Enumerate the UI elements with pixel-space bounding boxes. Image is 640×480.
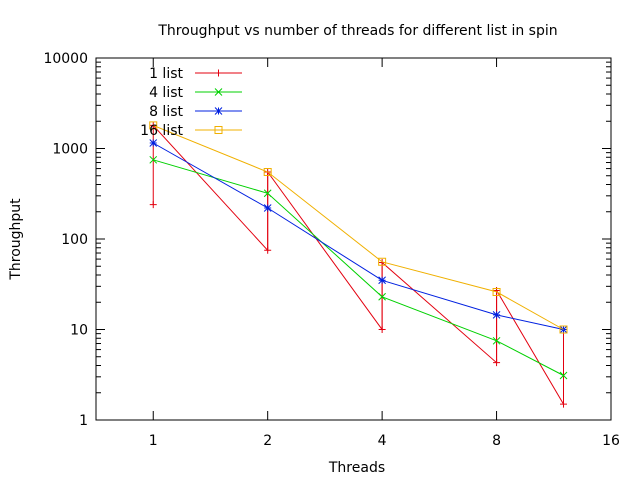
y-tick-label-2: 100	[61, 232, 88, 248]
x-tick-label-0: 1	[149, 433, 158, 449]
legend: 1 list 4 list 8 list 16 list	[140, 66, 242, 139]
data-point-3-1	[263, 167, 272, 176]
series-group	[149, 121, 568, 408]
legend-marker-3	[214, 126, 223, 134]
series-2	[149, 139, 568, 334]
series-line-3	[153, 124, 564, 330]
data-point-2-4	[559, 325, 568, 334]
axis-ticks: 1 10 100 1000 10000 1 2 4 8 16	[43, 51, 620, 449]
series-0	[149, 121, 568, 408]
x-tick-label-3: 8	[492, 433, 501, 449]
data-point-1-3	[492, 336, 501, 345]
data-point-1-4	[559, 371, 568, 380]
y-tick-label-0: 1	[79, 413, 88, 429]
data-point-1-0	[149, 155, 158, 164]
legend-label-1: 4 list	[149, 85, 183, 101]
x-axis-label: Threads	[328, 460, 385, 476]
x-tick-label-4: 16	[602, 433, 620, 449]
data-point-1-2	[378, 292, 386, 301]
legend-label-0: 1 list	[149, 66, 183, 82]
legend-label-2: 8 list	[149, 104, 183, 120]
y-tick-label-1: 10	[70, 323, 88, 339]
data-point-3-3	[492, 287, 501, 296]
data-point-3-2	[378, 257, 387, 266]
data-point-2-3	[492, 311, 501, 319]
legend-marker-2	[214, 107, 223, 115]
y-tick-label-4: 10000	[43, 51, 88, 67]
y-axis-label: Throughput	[8, 198, 24, 281]
data-point-low-0-4	[560, 400, 568, 408]
data-point-2-0	[149, 139, 158, 147]
data-point-3-4	[559, 325, 568, 334]
legend-marker-0	[215, 69, 222, 77]
data-point-low-0-0	[149, 201, 157, 209]
plot-frame	[95, 57, 612, 421]
data-point-low-0-1	[264, 246, 272, 254]
x-tick-label-1: 2	[263, 433, 272, 449]
legend-marker-1	[214, 88, 223, 96]
data-point-low-0-3	[493, 359, 501, 367]
series-1	[149, 155, 568, 380]
x-tick-label-2: 4	[378, 433, 387, 449]
chart-title: Throughput vs number of threads for diff…	[157, 23, 557, 39]
data-point-3-0	[149, 121, 158, 130]
y-tick-label-3: 1000	[52, 142, 88, 158]
data-point-low-0-2	[378, 326, 386, 333]
data-point-1-1	[263, 189, 272, 198]
series-3	[149, 121, 568, 334]
legend-label-3: 16 list	[140, 123, 183, 139]
data-point-2-1	[263, 204, 272, 212]
data-point-2-2	[378, 276, 386, 285]
